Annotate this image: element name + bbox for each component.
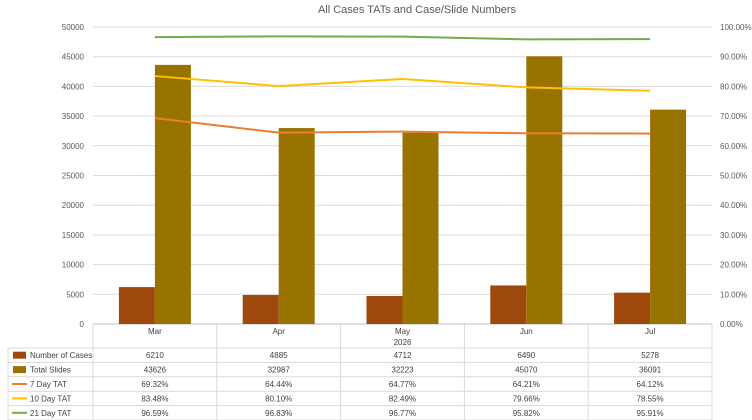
y-left-tick-label: 20000 xyxy=(62,201,85,210)
bar-number-of-cases xyxy=(614,292,651,324)
line-7-day-tat xyxy=(154,117,651,135)
y-left-tick-label: 5000 xyxy=(66,290,84,299)
data-label: 6490 xyxy=(517,351,535,360)
data-label: 82.49% xyxy=(389,394,416,403)
data-label: 4712 xyxy=(394,351,412,360)
data-label: 96.77% xyxy=(389,409,416,418)
bar-series xyxy=(118,56,687,324)
data-label: 64.12% xyxy=(637,380,664,389)
bar-number-of-cases xyxy=(366,296,403,324)
y-right-tick-label: 100.00% xyxy=(720,23,752,32)
category-label: Apr xyxy=(272,327,285,336)
data-label: 64.44% xyxy=(265,380,292,389)
data-label: 64.21% xyxy=(513,380,540,389)
bar-total-slides xyxy=(650,109,687,324)
data-label: 45070 xyxy=(515,366,538,375)
y-left-tick-label: 35000 xyxy=(62,112,85,121)
y-right-tick-label: 90.00% xyxy=(720,53,747,62)
data-label: 6210 xyxy=(146,351,164,360)
y-left-tick-label: 25000 xyxy=(62,172,85,181)
bar-number-of-cases xyxy=(118,287,155,324)
data-label: 95.82% xyxy=(513,409,540,418)
y-left-tick-label: 40000 xyxy=(62,82,85,91)
y-right-tick-label: 30.00% xyxy=(720,231,747,240)
bar-number-of-cases xyxy=(490,285,527,324)
legend-key xyxy=(13,366,26,374)
data-label: 36091 xyxy=(639,366,662,375)
category-label: Mar xyxy=(148,327,162,336)
line-10-day-tat xyxy=(154,75,651,92)
data-label: 96.59% xyxy=(141,409,168,418)
category-label: Jul xyxy=(645,327,655,336)
y-right-tick-label: 70.00% xyxy=(720,112,747,121)
y-axis-left: 0 5000 10000 15000 20000 25000 30000 35000 40000… xyxy=(62,23,85,329)
category-label: May xyxy=(395,327,410,336)
y-right-tick-label: 80.00% xyxy=(720,82,747,91)
legend-label: 7 Day TAT xyxy=(30,380,67,389)
y-left-tick-label: 15000 xyxy=(62,231,85,240)
y-right-tick-label: 0.00% xyxy=(720,320,743,329)
line-21-day-tat xyxy=(154,35,651,41)
data-label: 79.66% xyxy=(513,394,540,403)
y-left-tick-label: 10000 xyxy=(62,261,85,270)
y-right-tick-label: 60.00% xyxy=(720,142,747,151)
y-right-tick-label: 50.00% xyxy=(720,172,747,181)
legend-key xyxy=(13,351,26,359)
data-label: 95.91% xyxy=(637,409,664,418)
data-label: 96.83% xyxy=(265,409,292,418)
data-label: 4885 xyxy=(270,351,288,360)
y-left-tick-label: 30000 xyxy=(62,142,85,151)
y-left-tick-label: 0 xyxy=(80,320,85,329)
data-label: 78.55% xyxy=(637,394,664,403)
data-label: 83.48% xyxy=(141,394,168,403)
y-left-tick-label: 45000 xyxy=(62,53,85,62)
line-series xyxy=(154,35,651,135)
data-label: 32987 xyxy=(268,366,291,375)
bar-total-slides xyxy=(154,64,191,324)
data-label: 32223 xyxy=(391,366,414,375)
data-label: 80.10% xyxy=(265,394,292,403)
y-right-tick-label: 20.00% xyxy=(720,261,747,270)
chart-title: All Cases TATs and Case/Slide Numbers xyxy=(318,4,517,16)
data-label: 5278 xyxy=(641,351,659,360)
category-group-label: 2026 xyxy=(394,338,412,347)
bar-total-slides xyxy=(402,132,439,324)
legend-label: 10 Day TAT xyxy=(30,394,71,403)
y-left-tick-label: 50000 xyxy=(62,23,85,32)
y-axis-right: 0.00% 10.00% 20.00% 30.00% 40.00% 50.00% 60.00… xyxy=(720,23,752,329)
bar-number-of-cases xyxy=(242,294,279,324)
y-right-tick-label: 10.00% xyxy=(720,290,747,299)
data-table: Mar Apr May Jun Jul 2026 Number of Cases 6210 48… xyxy=(7,324,713,420)
legend-label: 21 Day TAT xyxy=(30,409,71,418)
category-label: Jun xyxy=(520,327,533,336)
data-label: 43626 xyxy=(144,366,167,375)
bar-total-slides xyxy=(278,128,315,324)
legend-label: Number of Cases xyxy=(30,351,92,360)
legend-label: Total Slides xyxy=(30,366,71,375)
bar-total-slides xyxy=(526,56,563,324)
y-right-tick-label: 40.00% xyxy=(720,201,747,210)
data-label: 69.32% xyxy=(141,380,168,389)
data-label: 64.77% xyxy=(389,380,416,389)
